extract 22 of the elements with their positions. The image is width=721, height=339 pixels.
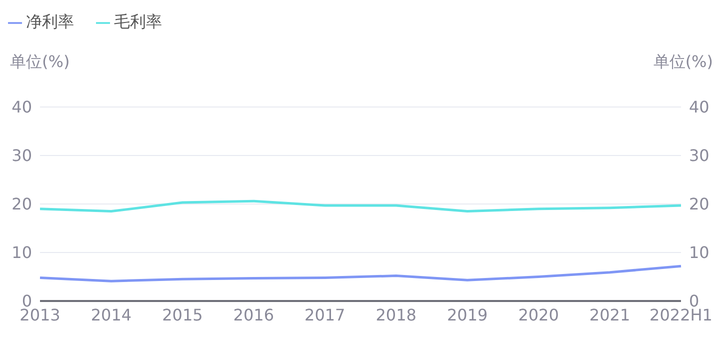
x-tick-label: 2016 — [233, 305, 274, 324]
x-tick-label: 2021 — [589, 305, 630, 324]
legend-label: 净利率 — [26, 12, 74, 31]
x-tick-label: 2018 — [376, 305, 416, 324]
x-tick-label: 2014 — [90, 305, 132, 324]
x-tick-label: 2019 — [446, 305, 488, 324]
legend-label: 毛利率 — [114, 12, 162, 31]
line-series — [38, 264, 682, 282]
y2-tick-label: 40 — [689, 98, 710, 117]
y-tick-label: 20 — [12, 194, 32, 214]
y-axis-title: 单位(%) — [10, 52, 70, 73]
y2-tick-label: 20 — [689, 194, 710, 214]
x-tick-label: 2020 — [518, 305, 559, 324]
y2-tick-label: 30 — [689, 146, 710, 166]
line-series — [38, 200, 682, 213]
y-tick-label: 40 — [12, 98, 32, 117]
y-tick-label: 30 — [12, 146, 32, 166]
x-tick-label: 2017 — [304, 305, 346, 324]
y2-axis-title: 单位(%) — [653, 52, 713, 73]
y2-tick-label: 10 — [689, 243, 710, 262]
y-tick-label: 10 — [12, 243, 32, 262]
x-tick-label: 2015 — [162, 305, 203, 324]
